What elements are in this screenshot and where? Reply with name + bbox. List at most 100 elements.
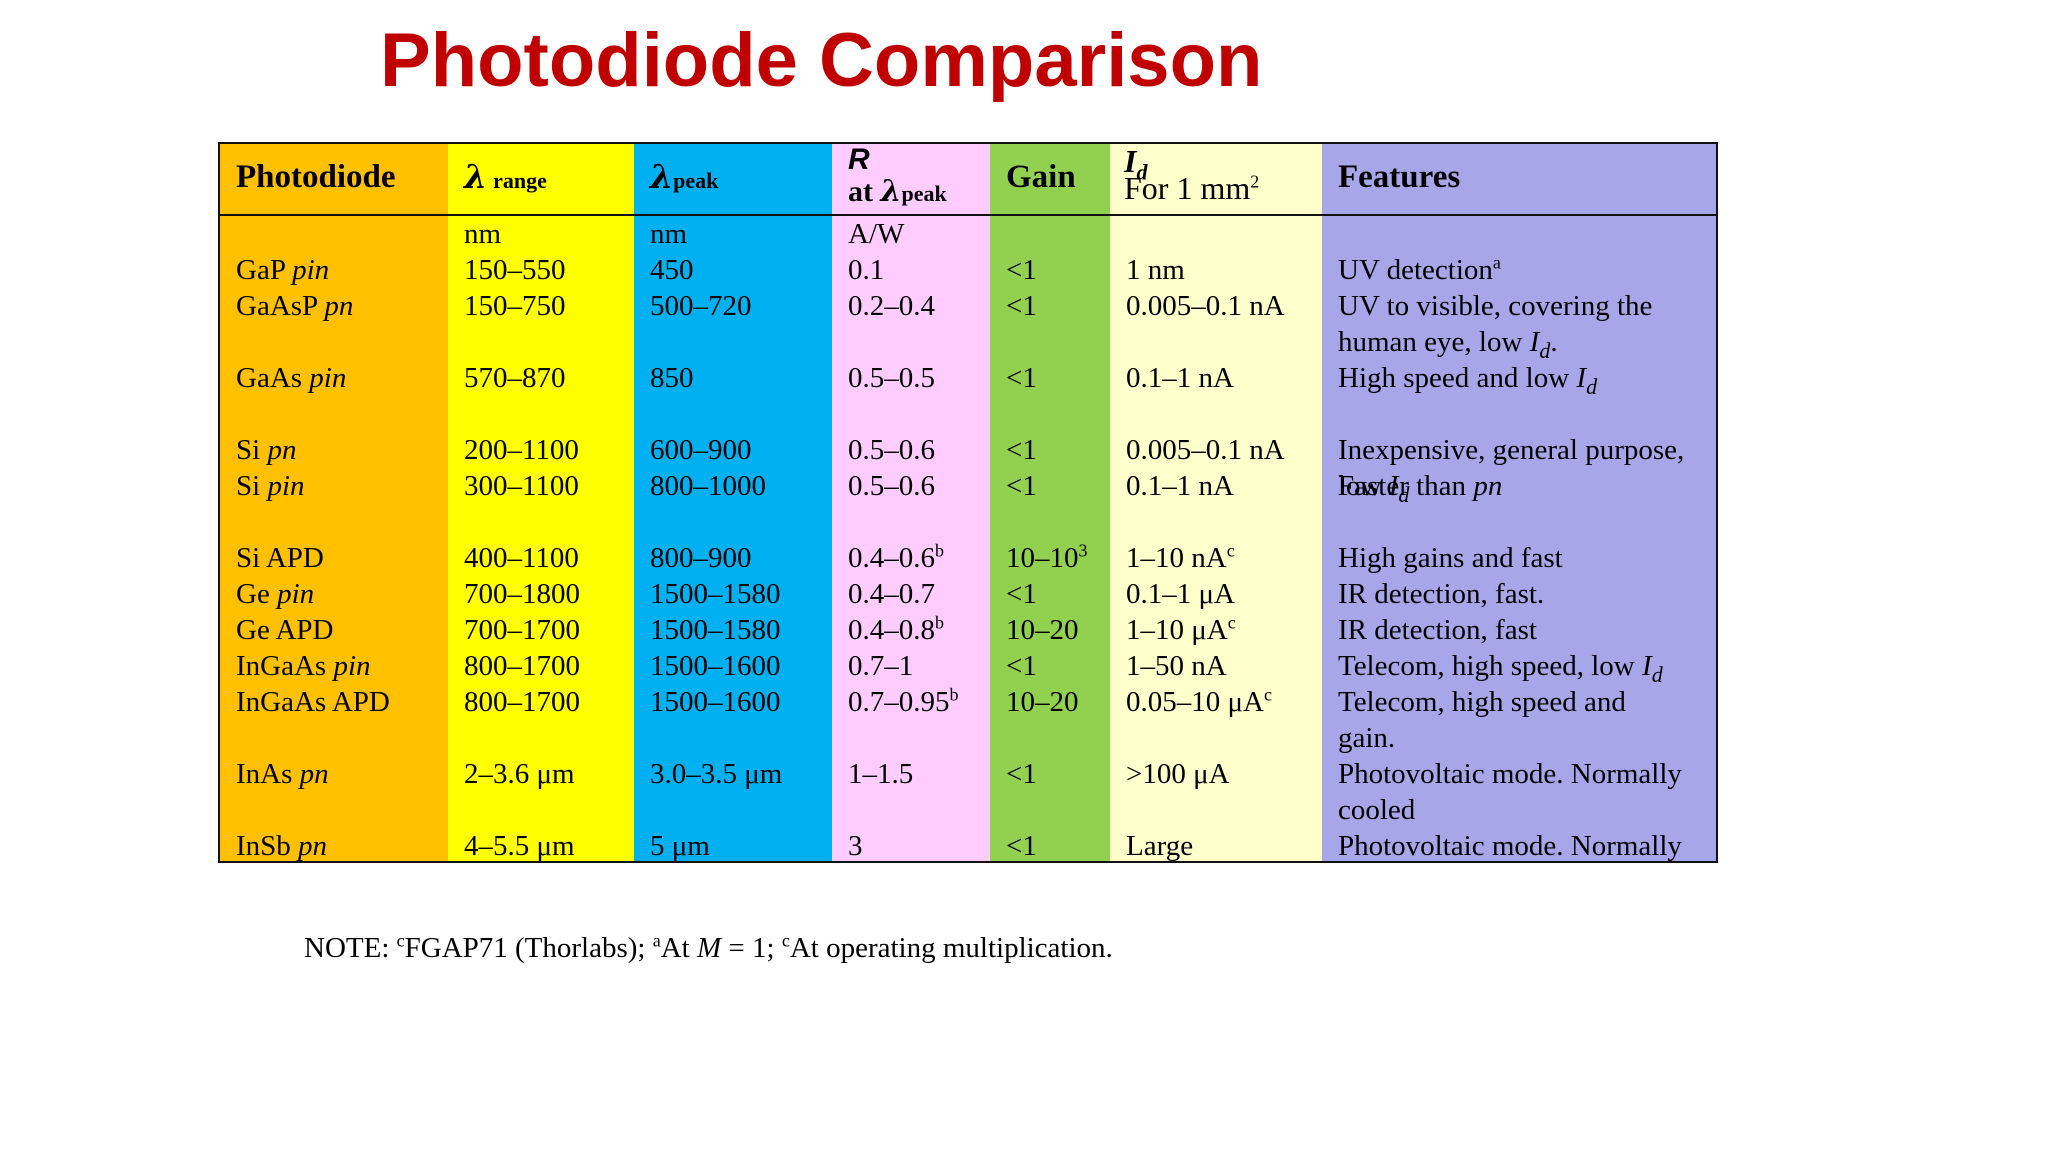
- unit-responsivity: A/W: [848, 218, 905, 250]
- range-cell: 2–3.6 μm: [464, 758, 575, 790]
- dark-current-value: 0.1–1 nA: [1126, 470, 1234, 502]
- range-cell: 200–1100: [464, 434, 579, 466]
- header-at-label: at: [848, 175, 881, 208]
- dark-current-cell: 1–50 nA: [1126, 648, 1227, 684]
- features-symbol: I: [1388, 470, 1399, 502]
- responsivity-cell: 0.2–0.4: [848, 288, 935, 324]
- features-cell: UV to visible, covering the: [1338, 288, 1652, 324]
- features-text: Photovoltaic mode. Normally: [1338, 830, 1682, 862]
- responsivity-cell: 0.5–0.5: [848, 360, 935, 396]
- note-text: FGAP71 (Thorlabs);: [404, 932, 653, 964]
- gain-cell: <1: [1006, 252, 1037, 288]
- features-text: cooled: [1338, 794, 1416, 826]
- features-cell: High gains and fast: [1338, 540, 1563, 576]
- photodiode-name: GaAs: [236, 362, 303, 394]
- responsivity-cell: 3: [848, 828, 863, 861]
- column-features: Features UV detectiona UV to visible, cov…: [1322, 144, 1716, 861]
- responsivity-value: 0.5–0.6: [848, 434, 935, 466]
- responsivity-value: 0.4–0.6: [848, 542, 935, 574]
- gain-cell: 10–103: [1006, 540, 1088, 576]
- header-lambda-peak: λpeak: [650, 144, 718, 214]
- dark-current-value: 0.1–1 μA: [1126, 578, 1235, 610]
- header-photodiode: Photodiode: [236, 159, 396, 195]
- features-text: High speed and low: [1338, 362, 1577, 394]
- gain-value: <1: [1006, 758, 1037, 790]
- column-gain: Gain <1 <1 <1 <1 <1 10–103 <1 10–20 <1 10–20 <1 <1: [990, 144, 1110, 861]
- photodiode-name-cell: InSb pn: [236, 828, 328, 862]
- note-footnote-mark: c: [396, 930, 405, 951]
- header-peak-subscript: peak: [673, 168, 719, 193]
- gain-value: <1: [1006, 290, 1037, 322]
- lambda-symbol: λ: [650, 157, 674, 196]
- responsivity-cell: 0.7–0.95b: [848, 684, 959, 720]
- features-cell-line2: cooled: [1338, 792, 1415, 828]
- dark-current-value: 0.05–10 μA: [1126, 686, 1264, 718]
- photodiode-name-cell: GaP pin: [236, 252, 329, 288]
- page-title: Photodiode Comparison: [380, 18, 1263, 103]
- dark-current-cell: 0.005–0.1 nA: [1126, 432, 1285, 468]
- responsivity-footnote: b: [949, 684, 959, 705]
- photodiode-type: pn: [267, 434, 297, 466]
- column-photodiode: Photodiode GaP pin GaAsP pn GaAs pin Si pn S…: [220, 144, 448, 861]
- gain-cell: <1: [1006, 576, 1037, 612]
- features-text: human eye, low: [1338, 326, 1530, 358]
- dark-current-value: 1–50 nA: [1126, 650, 1227, 682]
- dark-current-footnote: c: [1264, 684, 1272, 705]
- note-text: At operating multiplication.: [789, 932, 1113, 964]
- photodiode-name: Ge: [236, 578, 270, 610]
- dark-current-cell: Large: [1126, 828, 1193, 861]
- responsivity-value: 0.7–1: [848, 650, 914, 682]
- gain-value: <1: [1006, 650, 1037, 682]
- dark-current-value: >100 μA: [1126, 758, 1230, 790]
- note-footnote-mark: a: [652, 930, 661, 951]
- range-cell: 4–5.5 μm: [464, 830, 575, 862]
- peak-cell: 500–720: [650, 290, 752, 322]
- features-text: High gains and fast: [1338, 542, 1563, 574]
- photodiode-name: InGaAs: [236, 650, 327, 682]
- photodiode-name: Si: [236, 434, 261, 466]
- dark-current-cell: >100 μA: [1126, 756, 1230, 792]
- photodiode-name: Si: [236, 470, 261, 502]
- features-text: UV detection: [1338, 254, 1493, 286]
- unit-peak: nm: [650, 218, 688, 250]
- responsivity-cell: 0.7–1: [848, 648, 913, 684]
- gain-value: <1: [1006, 578, 1037, 610]
- photodiode-name-cell: InAs pn: [236, 756, 329, 792]
- lambda-symbol: λ: [880, 174, 902, 209]
- dark-current-cell: 0.1–1 nA: [1126, 360, 1234, 396]
- photodiode-name-cell: Ge APD: [236, 612, 333, 648]
- responsivity-value: 0.2–0.4: [848, 290, 935, 322]
- peak-cell: 1500–1580: [650, 578, 781, 610]
- note-text: = 1;: [721, 932, 782, 964]
- responsivity-cell: 0.5–0.6: [848, 468, 935, 504]
- gain-cell: <1: [1006, 828, 1037, 861]
- features-cell: Inexpensive, general purpose,: [1338, 432, 1684, 468]
- photodiode-type: pn: [324, 290, 354, 322]
- gain-cell: <1: [1006, 468, 1037, 504]
- responsivity-footnote: b: [935, 612, 944, 633]
- range-cell: 800–1700: [464, 650, 580, 682]
- responsivity-value: 0.4–0.8: [848, 614, 935, 646]
- photodiode-type: pn: [298, 830, 328, 862]
- range-cell: 800–1700: [464, 686, 580, 718]
- features-text: Faster than: [1338, 470, 1474, 502]
- features-text: Inexpensive, general purpose,: [1338, 434, 1685, 466]
- header-area-exponent: 2: [1250, 171, 1260, 192]
- features-symbol-subscript: d: [1651, 661, 1663, 687]
- photodiode-name: GaP: [236, 254, 285, 286]
- photodiode-table: Photodiode GaP pin GaAsP pn GaAs pin Si pn S…: [218, 142, 1718, 863]
- gain-cell: 10–20: [1006, 612, 1079, 648]
- photodiode-type: pin: [333, 650, 371, 682]
- photodiode-name-cell: Ge pin: [236, 576, 314, 612]
- note-footnote-mark: c: [781, 930, 790, 951]
- note-variable: M: [696, 932, 722, 964]
- features-cell-line2: low Id: [1338, 468, 1409, 505]
- photodiode-name-cell: InGaAs pin: [236, 648, 371, 684]
- peak-cell: 1500–1600: [650, 650, 781, 682]
- dark-current-value: 1–10 nA: [1126, 542, 1227, 574]
- photodiode-name-cell: Si APD: [236, 540, 324, 576]
- responsivity-cell: 1–1.5: [848, 756, 913, 792]
- responsivity-value: 0.4–0.7: [848, 578, 935, 610]
- photodiode-name-cell: Si pin: [236, 468, 305, 504]
- peak-cell: 800–1000: [650, 470, 766, 502]
